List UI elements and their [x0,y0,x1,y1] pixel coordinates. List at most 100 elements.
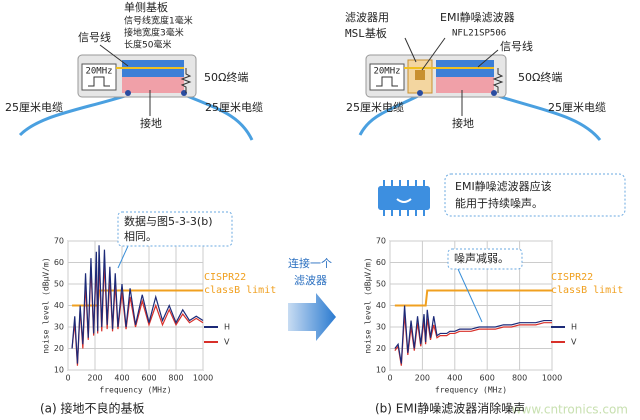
callout-text: 相同。 [124,230,157,243]
note-line: 能用于持续噪声。 [455,196,543,210]
caption: (a) 接地不良的基板 [40,401,145,416]
caption: (b) EMI静噪滤波器消除噪声 [375,401,525,416]
x-tick-label: 600 [480,374,495,383]
callout-pointer [457,268,483,323]
legend-label: H [224,323,230,332]
y-tick-label: 60 [376,258,386,267]
termination: 50Ω终端 [204,70,248,84]
x-axis-label: frequency (MHz) [99,386,171,395]
y-tick-label: 30 [54,323,64,332]
callout-box [447,248,523,270]
connector [417,90,423,96]
diagram-b: 20MHz 滤波器用 MSL基板 EMI静噪滤波器 NFL21SP506 信号线… [345,10,606,141]
board-label: 单侧基板 [124,0,168,14]
arrow-text: 连接一个 [288,257,332,270]
spec: 长度50毫米 [124,39,171,51]
leader [99,44,129,67]
x-tick-label: 400 [114,374,129,383]
x-axis-label: frequency (MHz) [435,386,507,395]
resistor [492,68,504,93]
limit-label: CISPR22 [551,272,593,283]
y-axis-label: noise level (dBμV/m) [364,257,373,353]
y-tick-label: 20 [54,344,64,353]
y-tick-label: 10 [54,366,64,375]
spec: 接地宽度3毫米 [124,27,184,39]
limit-label: classB limit [551,285,623,296]
source-label: 20MHz [373,67,400,77]
filter-board-label: MSL基板 [345,26,387,40]
termination: 50Ω终端 [518,70,562,84]
x-tick-label: 0 [65,374,70,383]
y-tick-label: 40 [54,301,64,310]
y-tick-label: 60 [54,258,64,267]
diagram-a: 20MHz 单侧基板 信号线宽度1毫米 接地宽度3毫米 长度50毫米 信号线 5… [5,0,263,141]
leader [477,49,499,68]
y-tick-label: 70 [54,237,64,246]
filter-label: EMI静噪滤波器 [440,10,515,24]
legend-label: V [571,338,577,347]
callout-text: 数据与图5-3-3(b) [124,214,213,228]
y-tick-label: 30 [376,323,386,332]
x-tick-label: 0 [387,374,392,383]
x-tick-label: 600 [141,374,156,383]
cable-label: 25厘米电缆 [5,101,63,114]
connector [125,90,131,96]
chip-smile [396,198,412,203]
callout-pointer [117,245,129,269]
arrow-text: 滤波器 [294,274,327,287]
cable-label: 25厘米电缆 [346,101,404,114]
callout-text: 噪声减弱。 [454,251,509,265]
y-tick-label: 50 [376,280,386,289]
x-tick-label: 200 [415,374,430,383]
watermark: www.cntronics.com [512,403,628,417]
filter-part: NFL21SP506 [452,29,506,39]
board-ground [122,77,184,93]
x-tick-label: 1000 [542,374,562,383]
transition: 连接一个 滤波器 [288,257,336,341]
spec: 信号线宽度1毫米 [124,15,193,27]
limit-label: classB limit [204,285,276,296]
y-tick-label: 10 [376,366,386,375]
note-line: EMI静噪滤波器应该 [455,179,552,193]
ground-label: 接地 [452,117,474,130]
cable [494,93,602,141]
cable [358,93,421,136]
series-line [71,245,204,364]
y-tick-label: 20 [376,344,386,353]
cable [184,93,254,141]
x-tick-label: 200 [87,374,102,383]
filter [415,70,425,80]
signal-label: 信号线 [500,39,533,53]
limit-line [394,289,552,307]
filter-board-label: 滤波器用 [345,11,389,24]
pulse [88,76,110,87]
cable-label: 25厘米电缆 [205,101,263,114]
connector [491,90,497,96]
x-tick-label: 800 [512,374,527,383]
y-axis-label: noise level (dBμV/m) [42,257,51,353]
limit-label: CISPR22 [204,272,246,283]
cable-label: 25厘米电缆 [548,101,606,114]
y-tick-label: 40 [376,301,386,310]
x-tick-label: 1000 [193,374,213,383]
y-tick-label: 50 [54,280,64,289]
chip-note: EMI静噪滤波器应该 能用于持续噪声。 [378,173,626,217]
legend-label: H [571,323,577,332]
callout-box [117,211,233,247]
leader [421,37,446,71]
x-tick-label: 400 [447,374,462,383]
leader [404,37,417,63]
series-line [394,305,552,364]
board-ground [436,77,494,93]
source-label: 20MHz [85,67,112,77]
arrow [288,293,336,341]
cable [18,93,129,137]
legend-label: V [224,338,230,347]
pulse [376,76,398,87]
note-box [444,173,626,217]
x-tick-label: 800 [168,374,183,383]
ground-label: 接地 [140,117,162,130]
y-tick-label: 70 [376,237,386,246]
chip-body [378,186,430,210]
